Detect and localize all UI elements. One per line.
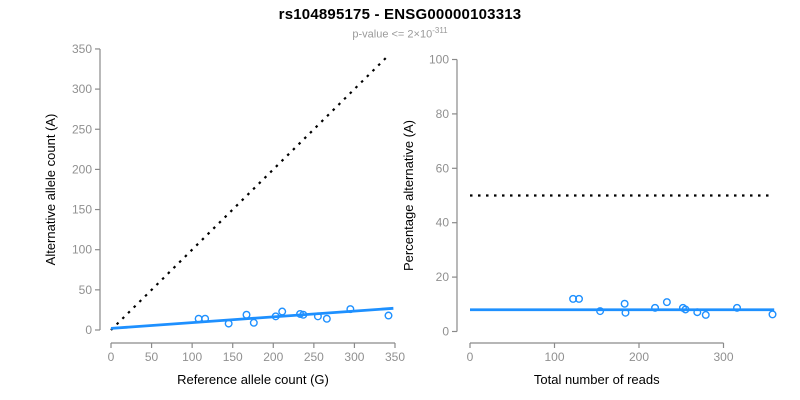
pvalue-text: p-value <= 2 xyxy=(352,28,414,41)
y-tick-label: 350 xyxy=(72,42,92,56)
y-axis-title: Alternative allele count (A) xyxy=(43,114,58,266)
data-point xyxy=(596,307,605,316)
data-point xyxy=(346,305,355,314)
times-sign: × xyxy=(413,28,420,41)
x-tick-label: 250 xyxy=(304,350,324,364)
fit-line xyxy=(110,306,394,330)
x-tick-label: 0 xyxy=(467,350,474,364)
pvalue-base: 10 xyxy=(419,28,433,41)
data-point xyxy=(249,318,258,327)
data-point xyxy=(271,312,280,321)
data-point xyxy=(768,310,777,319)
panel-ref-vs-alt: 0 50 100 150 200 250 300 350 0 50 100 150 200 250 300 3… xyxy=(43,42,405,387)
y-tick-label: 250 xyxy=(72,122,92,136)
data-point xyxy=(278,307,287,316)
data-point xyxy=(296,309,305,318)
plot-header: rs104895175 - ENSG00000103313 p-value <=… xyxy=(0,6,800,42)
x-tick-label: 300 xyxy=(344,350,364,364)
data-point xyxy=(201,314,210,323)
data-point xyxy=(662,298,671,307)
identity-line xyxy=(110,54,390,331)
y-tick-label: 0 xyxy=(442,325,449,339)
y-tick-label: 40 xyxy=(436,216,450,230)
panel-pct-vs-total: 0 100 200 300 0 20 40 60 80 100 Total number of re… xyxy=(401,53,777,387)
y-tick-label: 300 xyxy=(72,82,92,96)
data-point xyxy=(733,303,742,312)
y-tick-label: 50 xyxy=(79,283,93,297)
y-axis-title: Percentage alternative (A) xyxy=(401,120,416,271)
y-tick-label: 100 xyxy=(429,53,449,67)
data-point xyxy=(651,303,660,312)
x-axis-title: Total number of reads xyxy=(534,372,660,387)
y-tick-label: 150 xyxy=(72,203,92,217)
x-tick-label: 200 xyxy=(629,350,649,364)
y-tick-label: 100 xyxy=(72,243,92,257)
data-point xyxy=(701,310,710,319)
data-point xyxy=(621,308,630,317)
x-tick-label: 0 xyxy=(108,350,115,364)
plot-subtitle: p-value <= 2×10-311 xyxy=(0,24,800,42)
y-tick-label: 80 xyxy=(436,107,450,121)
x-tick-label: 200 xyxy=(263,350,283,364)
x-tick-label: 300 xyxy=(713,350,733,364)
x-tick-label: 350 xyxy=(385,350,405,364)
data-point xyxy=(575,294,584,303)
pvalue-exponent: -311 xyxy=(432,26,448,35)
data-point xyxy=(384,311,393,320)
x-tick-label: 50 xyxy=(145,350,159,364)
data-point xyxy=(242,310,251,319)
x-tick-label: 100 xyxy=(182,350,202,364)
data-point xyxy=(681,305,690,314)
data-point xyxy=(224,319,233,328)
data-point xyxy=(620,299,629,308)
plot-title: rs104895175 - ENSG00000103313 xyxy=(278,6,522,23)
x-axis-title: Reference allele count (G) xyxy=(177,372,329,387)
y-tick-label: 0 xyxy=(85,323,92,337)
data-point xyxy=(299,310,308,319)
y-tick-label: 20 xyxy=(436,270,450,284)
data-point xyxy=(693,308,702,317)
x-tick-label: 150 xyxy=(223,350,243,364)
data-point xyxy=(313,312,322,321)
y-tick-label: 200 xyxy=(72,162,92,176)
data-point xyxy=(322,314,331,323)
y-tick-label: 60 xyxy=(436,161,450,175)
x-tick-label: 100 xyxy=(544,350,564,364)
